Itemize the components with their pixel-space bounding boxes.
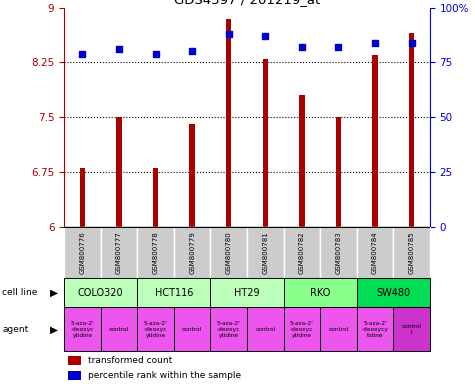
Bar [226,19,231,227]
Bar [210,307,247,351]
Bar [284,307,320,351]
Text: GSM800778: GSM800778 [152,231,159,274]
Text: control: control [182,327,202,332]
Bar [357,278,430,307]
Bar [68,356,81,365]
Bar [64,278,137,307]
Text: GSM800777: GSM800777 [116,231,122,274]
Bar [210,278,284,307]
Bar [372,55,378,227]
Bar [153,168,158,227]
Bar [393,227,430,278]
Text: control
l: control l [401,324,422,335]
Text: 5-aza-2'
-deoxyc
ytidine: 5-aza-2' -deoxyc ytidine [290,321,314,338]
Bar [284,227,320,278]
Text: ▶: ▶ [50,324,58,334]
Bar [101,227,137,278]
Point [408,40,415,46]
Bar [393,307,430,351]
Point [115,46,123,52]
Point [152,51,160,57]
Bar [68,371,81,380]
Bar [64,307,101,351]
Text: GSM800785: GSM800785 [408,231,415,274]
Text: COLO320: COLO320 [78,288,124,298]
Text: GSM800781: GSM800781 [262,231,268,274]
Bar [284,278,357,307]
Bar [299,95,304,227]
Bar [263,59,268,227]
Bar [320,307,357,351]
Text: SW480: SW480 [376,288,410,298]
Text: RKO: RKO [310,288,330,298]
Text: GSM800779: GSM800779 [189,231,195,274]
Point [371,40,379,46]
Bar [320,227,357,278]
Point [261,33,269,39]
Bar [80,168,85,227]
Text: GSM800782: GSM800782 [299,231,305,274]
Point [78,51,86,57]
Bar [174,227,210,278]
Point [298,44,306,50]
Text: percentile rank within the sample: percentile rank within the sample [88,371,241,380]
Text: 5-aza-2'
-deoxyc
ytidine: 5-aza-2' -deoxyc ytidine [143,321,168,338]
Bar [64,227,101,278]
Text: control: control [255,327,276,332]
Text: control: control [328,327,349,332]
Bar [336,117,341,227]
Bar [247,307,284,351]
Bar [174,307,210,351]
Text: agent: agent [2,325,28,334]
Point [188,48,196,55]
Bar [116,117,122,227]
Bar [210,227,247,278]
Text: 5-aza-2'
-deoxyc
ytidine: 5-aza-2' -deoxyc ytidine [217,321,241,338]
Bar [137,278,210,307]
Point [225,31,233,37]
Title: GDS4397 / 201219_at: GDS4397 / 201219_at [174,0,320,7]
Text: GSM800776: GSM800776 [79,231,86,274]
Bar [247,227,284,278]
Text: GSM800780: GSM800780 [226,231,232,274]
Text: GSM800784: GSM800784 [372,231,378,274]
Text: HCT116: HCT116 [155,288,193,298]
Bar [137,227,174,278]
Text: transformed count: transformed count [88,356,172,365]
Text: HT29: HT29 [234,288,260,298]
Text: 5-aza-2'
-deoxycy
tidine: 5-aza-2' -deoxycy tidine [361,321,389,338]
Bar [101,307,137,351]
Text: ▶: ▶ [50,288,58,298]
Bar [409,33,414,227]
Text: control: control [109,327,129,332]
Text: cell line: cell line [2,288,38,297]
Bar [190,124,195,227]
Bar [137,307,174,351]
Bar [357,227,393,278]
Text: 5-aza-2'
-deoxyc
ytidine: 5-aza-2' -deoxyc ytidine [70,321,95,338]
Bar [357,307,393,351]
Text: GSM800783: GSM800783 [335,231,342,274]
Point [334,44,342,50]
